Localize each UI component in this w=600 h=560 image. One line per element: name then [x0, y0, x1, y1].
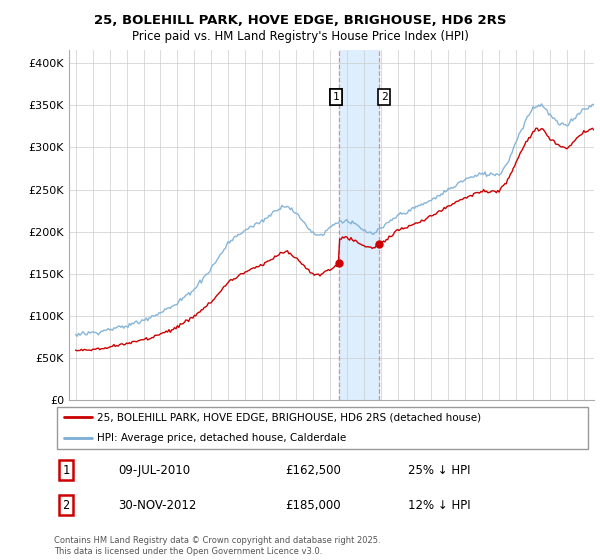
Text: 2: 2 — [62, 498, 70, 511]
Text: 1: 1 — [62, 464, 70, 477]
Text: 12% ↓ HPI: 12% ↓ HPI — [409, 498, 471, 511]
Text: 09-JUL-2010: 09-JUL-2010 — [118, 464, 191, 477]
Text: Contains HM Land Registry data © Crown copyright and database right 2025.
This d: Contains HM Land Registry data © Crown c… — [54, 536, 380, 556]
Text: Price paid vs. HM Land Registry's House Price Index (HPI): Price paid vs. HM Land Registry's House … — [131, 30, 469, 43]
FancyBboxPatch shape — [56, 407, 589, 449]
Text: 2: 2 — [381, 92, 388, 102]
Text: 25% ↓ HPI: 25% ↓ HPI — [409, 464, 471, 477]
Text: HPI: Average price, detached house, Calderdale: HPI: Average price, detached house, Cald… — [97, 433, 346, 444]
Text: £185,000: £185,000 — [285, 498, 341, 511]
Text: 25, BOLEHILL PARK, HOVE EDGE, BRIGHOUSE, HD6 2RS (detached house): 25, BOLEHILL PARK, HOVE EDGE, BRIGHOUSE,… — [97, 412, 481, 422]
Bar — [339, 50, 379, 400]
Text: 1: 1 — [333, 92, 340, 102]
Text: 1: 1 — [333, 92, 340, 102]
Text: 30-NOV-2012: 30-NOV-2012 — [118, 498, 197, 511]
Text: 25, BOLEHILL PARK, HOVE EDGE, BRIGHOUSE, HD6 2RS: 25, BOLEHILL PARK, HOVE EDGE, BRIGHOUSE,… — [94, 14, 506, 27]
Text: £162,500: £162,500 — [285, 464, 341, 477]
